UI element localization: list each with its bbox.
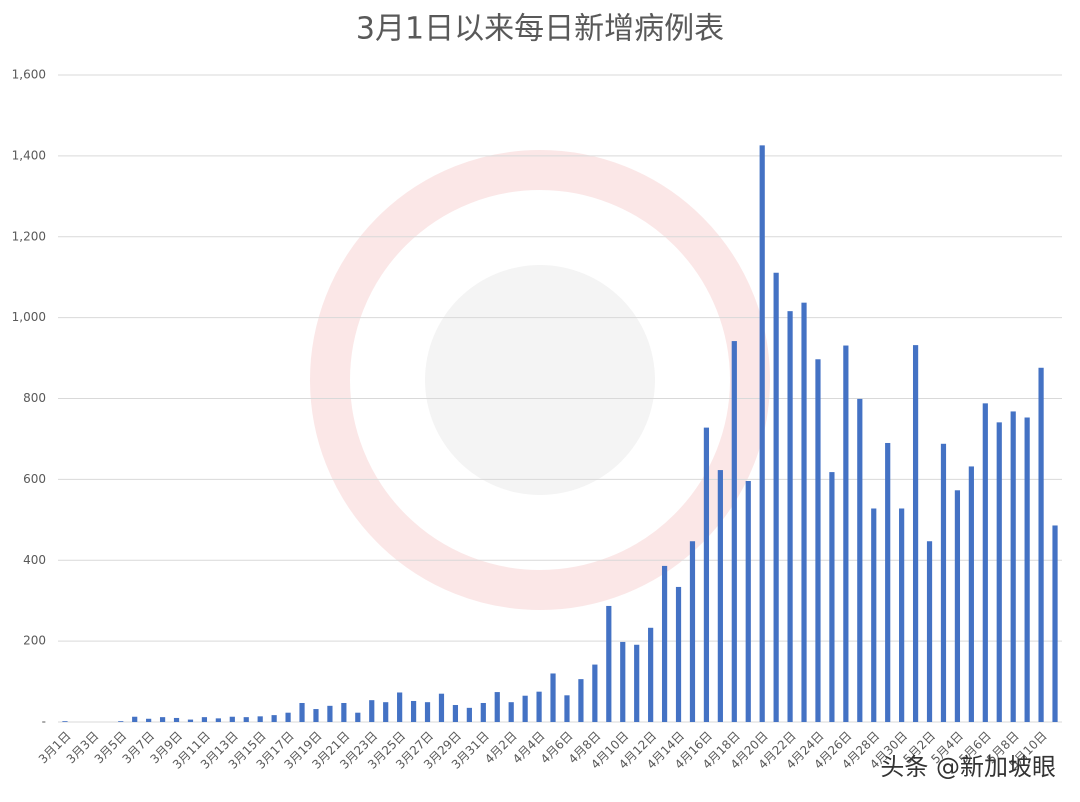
bar	[424, 702, 431, 722]
y-tick-label: 1,400	[12, 148, 46, 162]
bar	[871, 508, 877, 722]
bar	[118, 721, 124, 722]
bar	[717, 470, 723, 722]
bar	[466, 707, 472, 722]
bar	[912, 345, 919, 722]
bar	[1024, 417, 1030, 722]
bar	[843, 345, 849, 722]
bar	[745, 480, 751, 722]
bar	[173, 717, 180, 722]
bar	[410, 700, 417, 722]
bar	[327, 705, 333, 722]
bar	[536, 691, 542, 722]
y-tick-label: 1,200	[12, 229, 46, 243]
bar	[355, 712, 361, 722]
bar	[383, 702, 389, 722]
bar	[146, 718, 152, 722]
bar	[578, 679, 584, 722]
bar	[996, 422, 1002, 722]
bar	[606, 605, 612, 722]
y-tick-label: -	[42, 715, 46, 729]
bar	[62, 721, 68, 722]
bar	[299, 702, 305, 722]
bar	[620, 641, 626, 722]
bar	[968, 466, 974, 722]
bar	[159, 717, 166, 722]
chart-title: 3月1日以来每日新增病例表	[356, 12, 724, 47]
bar	[801, 302, 807, 722]
bar	[592, 664, 598, 722]
watermark: 头条 @新加坡眼	[880, 753, 1056, 781]
bar	[815, 359, 821, 722]
bar	[257, 716, 263, 722]
bar	[954, 490, 961, 722]
bar	[285, 712, 291, 722]
y-tick-label: 1,000	[12, 310, 46, 324]
bar	[1052, 525, 1058, 722]
bar	[369, 700, 375, 722]
bar	[773, 272, 779, 722]
bar	[494, 692, 500, 722]
bar	[885, 442, 891, 722]
bar	[313, 709, 319, 722]
bar	[634, 644, 640, 722]
bar	[926, 541, 933, 722]
bar	[187, 719, 194, 722]
watermark-logo	[310, 150, 770, 610]
bar	[1038, 367, 1044, 722]
bar	[132, 716, 138, 722]
bar	[829, 472, 835, 722]
bar	[648, 627, 654, 722]
bar	[397, 692, 403, 722]
bar	[731, 341, 737, 722]
bar	[759, 145, 765, 722]
bar	[271, 715, 277, 722]
y-tick-label: 600	[23, 472, 46, 486]
watermark-logo-center	[425, 265, 655, 495]
bar	[480, 702, 486, 722]
bar	[243, 717, 249, 722]
bar	[703, 427, 710, 722]
bar	[787, 311, 793, 722]
bar	[201, 717, 208, 722]
bar	[215, 718, 221, 722]
y-tick-label: 800	[23, 391, 46, 405]
y-tick-label: 1,600	[12, 68, 46, 82]
bar	[508, 702, 514, 722]
bar	[341, 702, 347, 722]
y-tick-label: 400	[23, 553, 46, 567]
bar	[675, 586, 682, 722]
y-tick-label: 200	[23, 634, 46, 648]
bar	[661, 565, 668, 722]
bar	[550, 673, 556, 722]
bar	[899, 508, 905, 722]
bar	[564, 695, 570, 722]
bar	[689, 541, 696, 722]
bar	[438, 693, 445, 722]
bar	[857, 398, 863, 722]
bar	[1010, 411, 1016, 722]
bar	[522, 695, 528, 722]
bar	[452, 705, 459, 722]
bar	[982, 403, 988, 722]
bar	[229, 716, 235, 722]
bar	[940, 443, 947, 722]
